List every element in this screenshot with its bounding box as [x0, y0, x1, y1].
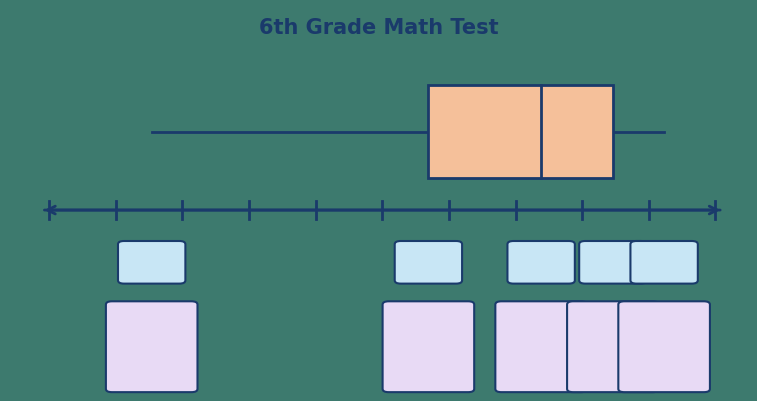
FancyBboxPatch shape — [106, 302, 198, 392]
FancyBboxPatch shape — [118, 241, 185, 284]
FancyBboxPatch shape — [428, 86, 613, 178]
Text: Maximum: Maximum — [634, 340, 695, 353]
Text: Q3-
lower
quartile: Q3- lower quartile — [589, 324, 637, 370]
Text: 95: 95 — [653, 254, 676, 271]
FancyBboxPatch shape — [618, 302, 710, 392]
FancyBboxPatch shape — [631, 241, 698, 284]
Text: 83: 83 — [530, 254, 553, 271]
Text: 45: 45 — [140, 254, 164, 271]
FancyBboxPatch shape — [507, 241, 575, 284]
Text: 72: 72 — [417, 254, 440, 271]
FancyBboxPatch shape — [567, 302, 659, 392]
FancyBboxPatch shape — [382, 302, 474, 392]
Text: Minimum: Minimum — [123, 340, 181, 353]
FancyBboxPatch shape — [394, 241, 462, 284]
FancyBboxPatch shape — [495, 302, 587, 392]
Text: Median: Median — [519, 340, 564, 353]
Text: Q1-
lower
quartile: Q1- lower quartile — [404, 324, 453, 370]
Text: 90: 90 — [601, 254, 625, 271]
Text: 6th Grade Math Test: 6th Grade Math Test — [259, 18, 498, 38]
FancyBboxPatch shape — [579, 241, 646, 284]
